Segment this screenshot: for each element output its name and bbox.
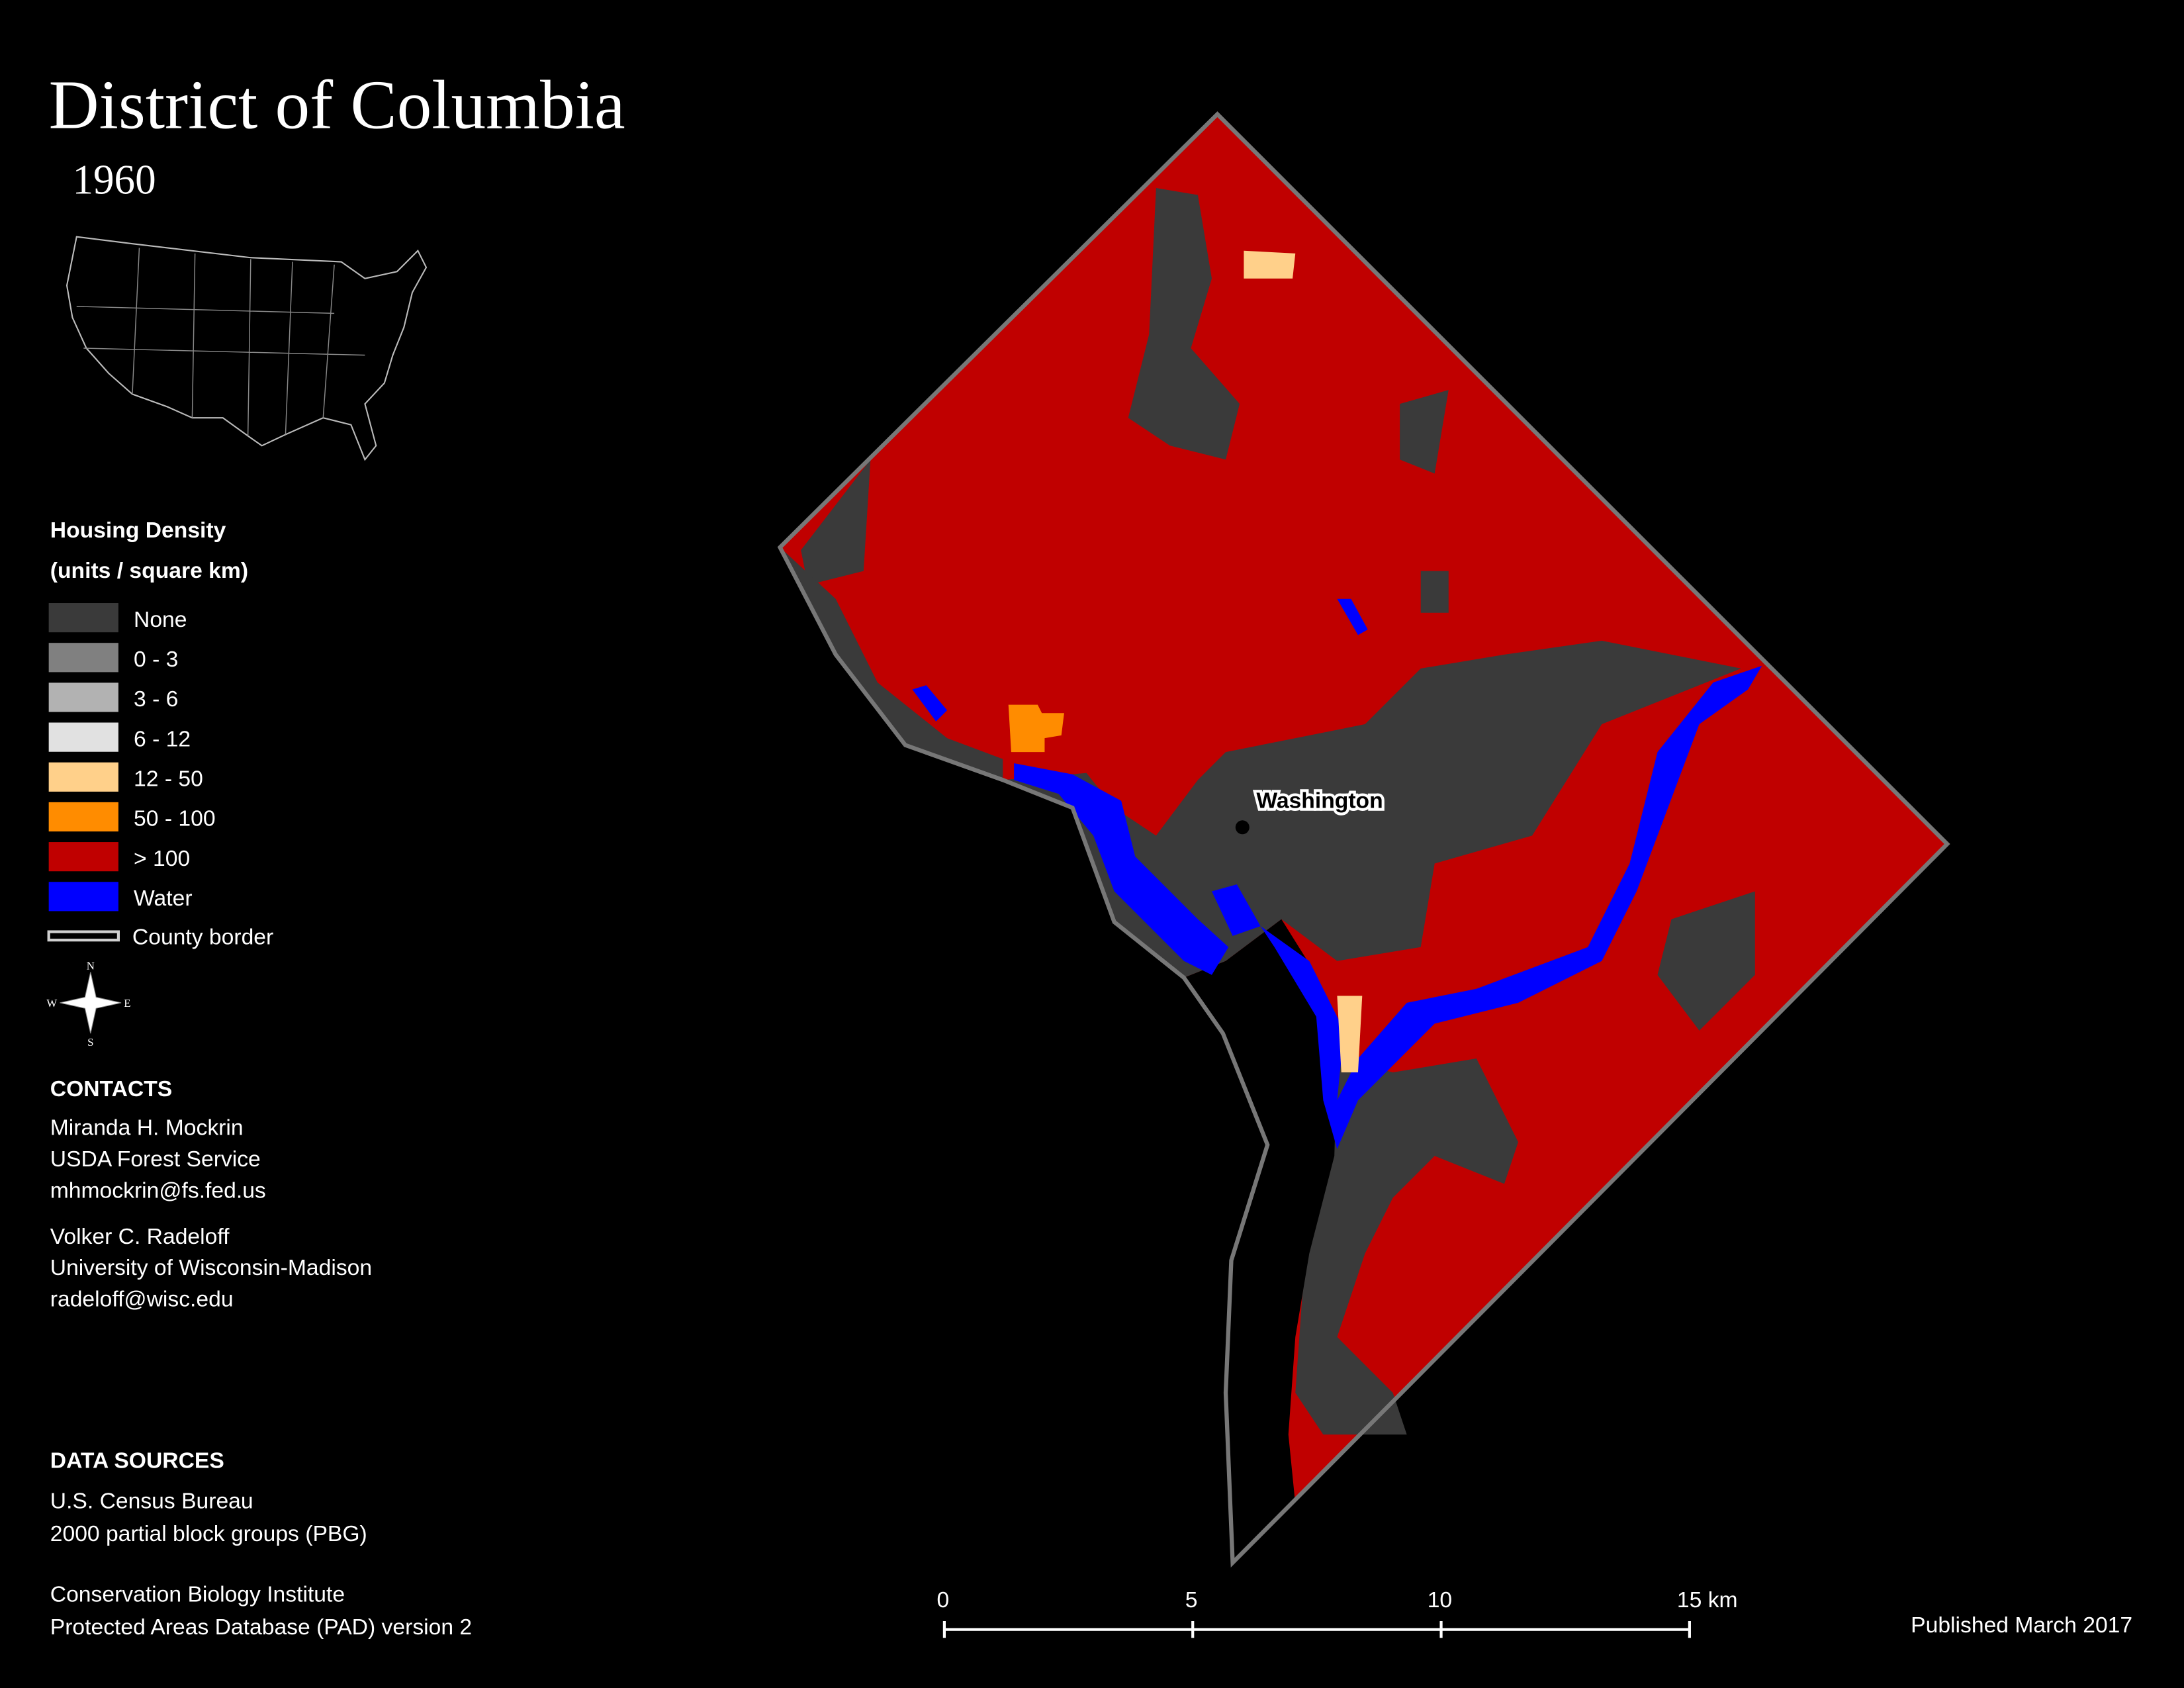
none-density-areas bbox=[780, 188, 1755, 1435]
us-inset bbox=[66, 236, 428, 461]
city-point bbox=[1235, 820, 1250, 835]
legend-label: 3 - 6 bbox=[134, 687, 178, 712]
legend-label: > 100 bbox=[134, 847, 190, 871]
legend-swatch bbox=[48, 682, 118, 712]
legend-title: Housing Density bbox=[50, 518, 226, 543]
city-label: Washington bbox=[1256, 788, 1383, 813]
legend-swatch bbox=[48, 882, 118, 912]
source-line: Protected Areas Database (PAD) version 2 bbox=[50, 1615, 472, 1640]
legend-label: 12 - 50 bbox=[134, 767, 203, 791]
legend-swatch bbox=[48, 842, 118, 872]
contact-line: mhmockrin@fs.fed.us bbox=[50, 1178, 266, 1203]
source-line: U.S. Census Bureau bbox=[50, 1489, 253, 1514]
legend-border-swatch bbox=[47, 930, 120, 942]
river-land bbox=[1183, 919, 1338, 1563]
density-50-100-area bbox=[1008, 704, 1064, 753]
county-border bbox=[777, 111, 1950, 1568]
compass-letter: N bbox=[87, 959, 95, 972]
legend-label: Water bbox=[134, 886, 193, 911]
contact-line: radeloff@wisc.edu bbox=[50, 1288, 234, 1312]
scale-label: 5 bbox=[1185, 1588, 1198, 1613]
legend-swatch bbox=[48, 722, 118, 752]
map: Washington bbox=[777, 111, 1950, 1568]
contact-line: University of Wisconsin-Madison bbox=[50, 1256, 372, 1280]
compass-letter: W bbox=[46, 997, 57, 1009]
scale-label: 10 bbox=[1428, 1588, 1452, 1613]
scale-label: 0 bbox=[936, 1588, 949, 1613]
legend-subtitle: (units / square km) bbox=[50, 559, 248, 583]
sources-heading: DATA SOURCES bbox=[50, 1449, 224, 1474]
legend-swatch bbox=[48, 802, 118, 832]
legend-label: 6 - 12 bbox=[134, 727, 191, 751]
compass-letter: S bbox=[87, 1036, 93, 1049]
contact-line: Volker C. Radeloff bbox=[50, 1225, 230, 1249]
contacts-heading: CONTACTS bbox=[50, 1077, 172, 1102]
scale-label: 15 km bbox=[1677, 1588, 1738, 1613]
map-title: District of Columbia bbox=[49, 66, 625, 144]
contact-line: USDA Forest Service bbox=[50, 1147, 261, 1172]
legend-label: 0 - 3 bbox=[134, 647, 178, 672]
density-12-50-area bbox=[1244, 250, 1296, 279]
legend-swatch bbox=[48, 643, 118, 673]
legend-label: County border bbox=[132, 925, 273, 949]
legend-label: None bbox=[134, 608, 187, 632]
legend-swatch bbox=[48, 603, 118, 633]
published-note: Published March 2017 bbox=[1911, 1613, 2132, 1638]
source-line: Conservation Biology Institute bbox=[50, 1583, 345, 1607]
legend-swatch bbox=[48, 762, 118, 792]
compass-rose bbox=[60, 972, 122, 1034]
map-subtitle: 1960 bbox=[72, 156, 156, 203]
density-12-50-area bbox=[1337, 996, 1363, 1073]
source-line: 2000 partial block groups (PBG) bbox=[50, 1522, 367, 1546]
contact-line: Miranda H. Mockrin bbox=[50, 1116, 244, 1141]
water bbox=[912, 598, 1762, 1149]
compass-letter: E bbox=[124, 997, 130, 1009]
legend-label: 50 - 100 bbox=[134, 807, 216, 831]
